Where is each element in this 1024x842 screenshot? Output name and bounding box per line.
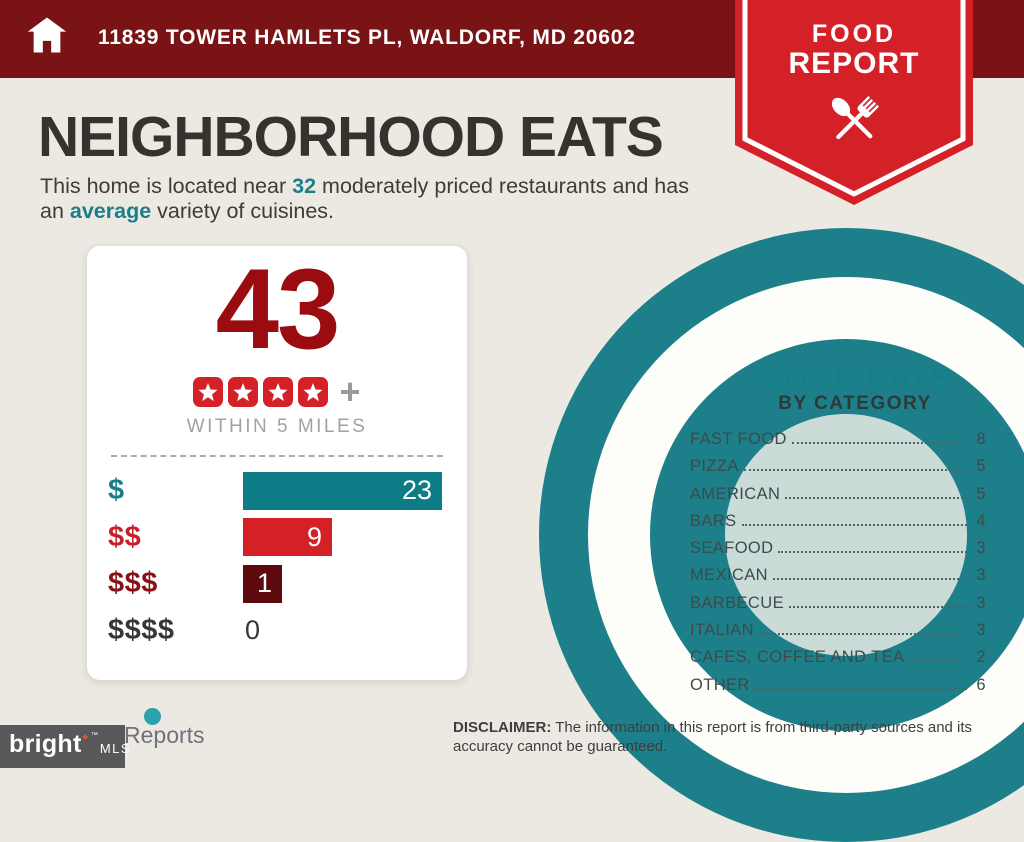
price-tier-chart: $ 23 $$ 9 $$$ 1 $$$$ 0 <box>108 471 467 650</box>
page-title: NEIGHBORHOOD EATS <box>38 105 664 169</box>
category-label: FAST FOOD <box>690 430 787 448</box>
property-address: 11839 TOWER HAMLETS PL, WALDORF, MD 2060… <box>98 26 636 49</box>
dotted-leader <box>743 469 967 472</box>
category-value: 5 <box>976 484 986 503</box>
category-row: OTHER 6 <box>690 676 986 703</box>
price-tier-row: $$$$ 0 <box>108 611 467 649</box>
dotted-leader <box>741 523 967 526</box>
partial-logo-dot-icon <box>144 708 161 725</box>
dotted-leader <box>778 551 967 554</box>
category-value: 2 <box>976 648 986 667</box>
bar-value: 1 <box>256 568 272 599</box>
category-row: SEAFOOD 3 <box>690 539 986 566</box>
category-label: BARS <box>690 511 737 530</box>
category-label: SEAFOOD <box>690 539 774 558</box>
bar-value: 23 <box>401 475 432 506</box>
dotted-leader <box>772 578 967 581</box>
circle-white-ring <box>588 277 1024 793</box>
good-eats-title: GOOD EATS <box>758 360 952 395</box>
home-icon <box>27 14 67 61</box>
category-value: 3 <box>976 593 986 612</box>
category-value: 3 <box>976 621 986 640</box>
price-tier-bar: 1 <box>243 564 282 603</box>
bright-mls-logo: bright ✦ ™ MLS <box>0 725 130 768</box>
category-value: 5 <box>976 457 986 476</box>
dotted-leader <box>785 496 967 499</box>
price-tier-row: $ 23 <box>108 471 467 510</box>
star-icon <box>263 376 294 407</box>
dotted-leader <box>791 442 967 444</box>
good-eats-subtitle: BY CATEGORY <box>778 393 932 414</box>
category-row: MEXICAN 3 <box>690 566 986 593</box>
price-tier-label: $$$ <box>108 567 158 600</box>
category-value: 8 <box>976 430 986 448</box>
restaurant-summary-card: 43 + WITHIN 5 MILES $ 23 $$ 9 $$$ 1 $$$$… <box>87 246 467 680</box>
price-tier-label: $ <box>108 474 125 507</box>
star-rating: + <box>87 370 467 412</box>
radius-label: WITHIN 5 MILES <box>186 415 368 437</box>
disclaimer: DISCLAIMER: The information in this repo… <box>453 719 991 757</box>
ribbon-title-line1: FOOD <box>811 20 897 48</box>
category-row: CAFES, COFFEE AND TEA 2 <box>690 648 986 675</box>
sparkle-icon: ✦ <box>80 732 90 744</box>
dotted-leader <box>758 633 967 636</box>
disclaimer-text: The information in this report is from t… <box>453 719 973 755</box>
price-tier-label: $$ <box>108 520 142 553</box>
brand-suffix: MLS <box>99 741 132 756</box>
category-row: BARBECUE 3 <box>690 594 986 621</box>
trademark-symbol: ™ <box>90 732 98 739</box>
dotted-leader <box>754 687 967 690</box>
ribbon-title-line2: REPORT <box>788 47 920 80</box>
category-label: PIZZA <box>690 457 739 476</box>
plus-icon: + <box>339 370 361 412</box>
category-value: 3 <box>976 539 986 558</box>
category-value: 4 <box>976 511 986 530</box>
total-restaurants-count: 43 <box>215 246 341 373</box>
brand-name: bright <box>9 730 82 758</box>
price-tier-bar: 23 <box>243 471 442 510</box>
subtitle-text: This home is located near <box>40 174 293 198</box>
dotted-leader <box>788 605 967 608</box>
price-tier-row: $$$ 1 <box>108 564 467 603</box>
star-icon <box>193 376 224 407</box>
category-list: FAST FOOD 8 PIZZA 5 AMERICAN 5 BARS 4 SEAFOO… <box>690 430 986 703</box>
category-label: MEXICAN <box>690 566 768 585</box>
good-eats-circle <box>539 228 1024 842</box>
price-tier-label: $$$$ <box>108 613 175 646</box>
category-row: ITALIAN 3 <box>690 621 986 648</box>
spoon-fork-icon <box>823 90 885 155</box>
category-row: PIZZA 5 <box>690 457 986 484</box>
price-tier-row: $$ 9 <box>108 518 467 557</box>
category-label: BARBECUE <box>690 593 784 612</box>
food-report-ribbon: FOOD REPORT <box>735 0 973 205</box>
restaurant-count: 32 <box>292 174 317 198</box>
star-icon <box>228 376 259 407</box>
bar-value: 9 <box>306 521 322 552</box>
category-label: CAFES, COFFEE AND TEA <box>690 648 905 667</box>
ribbon-shape <box>735 0 973 205</box>
star-icon <box>298 376 329 407</box>
category-value: 3 <box>976 566 986 585</box>
bar-value-zero: 0 <box>245 614 261 645</box>
subtitle-text: variety of cuisines. <box>151 198 335 223</box>
category-value: 6 <box>976 675 986 694</box>
category-row: AMERICAN 5 <box>690 485 986 512</box>
dotted-leader <box>909 660 967 663</box>
category-label: AMERICAN <box>690 484 781 503</box>
category-row: FAST FOOD 8 <box>690 430 986 457</box>
page-subtitle: This home is located near 32 moderately … <box>40 174 716 223</box>
variety-highlight: average <box>69 198 152 223</box>
disclaimer-label: DISCLAIMER: <box>453 719 552 736</box>
circle-inner-ring <box>650 339 1024 731</box>
category-row: BARS 4 <box>690 512 986 539</box>
circle-pale-fill <box>725 414 967 656</box>
subtitle-text: moderately priced restaurants and has an <box>40 174 689 223</box>
dashed-divider <box>111 454 443 457</box>
category-label: ITALIAN <box>690 621 754 640</box>
price-tier-bar: 9 <box>243 518 332 557</box>
partial-logo-text: Reports <box>124 722 205 748</box>
category-label: OTHER <box>690 675 750 694</box>
